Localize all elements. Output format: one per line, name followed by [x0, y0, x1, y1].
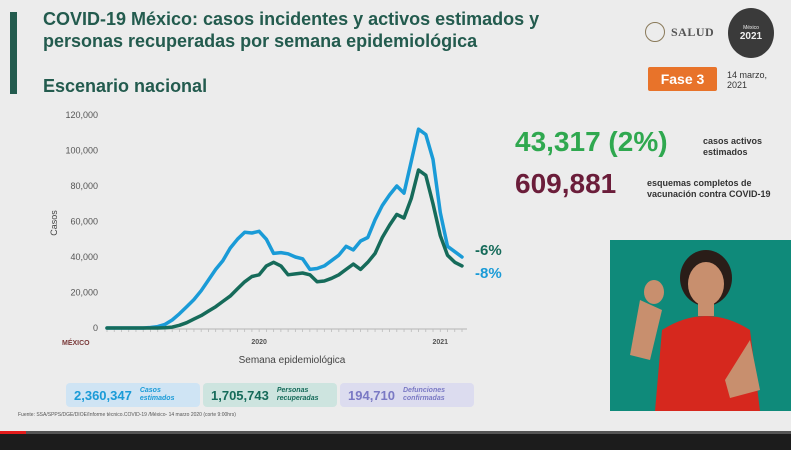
- report-date: 14 marzo, 2021: [727, 70, 768, 90]
- presentation-slide: COVID-19 México: casos incidentes y acti…: [0, 0, 791, 431]
- eagle-seal-icon: [645, 22, 665, 42]
- summary-box-defunciones: 194,710 Defunciones confirmadas: [340, 383, 474, 407]
- y-tick-label: 120,000: [65, 110, 98, 120]
- y-tick-label: 20,000: [70, 288, 98, 298]
- video-player-bar[interactable]: [0, 431, 791, 450]
- y-tick-label: 40,000: [70, 252, 98, 262]
- slide-title: COVID-19 México: casos incidentes y acti…: [43, 9, 540, 51]
- video-progress-track[interactable]: [0, 431, 791, 434]
- mexico-building-logo: MÉXICO: [62, 340, 90, 347]
- y-tick-label: 0: [93, 323, 98, 333]
- slide-subtitle: Escenario nacional: [43, 76, 208, 96]
- active-cases-label: casos activos estimados: [703, 136, 763, 157]
- active-cases-value: 43,317 (2%): [515, 126, 668, 157]
- vaccination-value: 609,881: [515, 168, 617, 199]
- summary-box-recuperadas: 1,705,743 Personas recuperadas: [203, 383, 337, 407]
- mexico-2021-logo: México 2021: [728, 8, 774, 58]
- interpreter-neck: [698, 302, 714, 316]
- source-footer: Fuente: SSA/SPPS/DGE/DIOE/Informe técnic…: [18, 412, 236, 418]
- series-line-1: [105, 168, 464, 330]
- y-axis-label: Casos: [49, 210, 59, 236]
- y-tick-label: 60,000: [70, 217, 98, 227]
- vaccination-label: esquemas completos de vacunación contra …: [647, 178, 771, 199]
- summary-box-casos: 2,360,347 Casos estimados: [66, 383, 200, 407]
- recuperadas-change-label: -6%: [475, 242, 502, 259]
- x-axis-label: Semana epidemiológica: [239, 355, 346, 366]
- y-tick-label: 80,000: [70, 181, 98, 191]
- casos-change-label: -8%: [475, 265, 502, 282]
- epidemic-line-chart: 0 20,000 40,000 60,000 80,000 100,000 120,000 2…: [49, 110, 467, 366]
- interpreter-face: [688, 262, 724, 306]
- interpreter-arm-right: [725, 340, 760, 398]
- accent-bar: [10, 12, 17, 94]
- x-tick-label: 2020: [251, 339, 267, 346]
- phase-badge: Fase 3: [648, 67, 717, 91]
- salud-logo: SALUD: [645, 22, 714, 42]
- x-tick-label: 2021: [432, 339, 448, 346]
- sign-language-interpreter: [610, 240, 791, 411]
- interpreter-hand: [644, 280, 664, 304]
- interpreter-arm: [630, 300, 662, 360]
- video-progress-played: [0, 431, 26, 434]
- y-tick-label: 100,000: [65, 146, 98, 156]
- series-line-0: [105, 127, 464, 330]
